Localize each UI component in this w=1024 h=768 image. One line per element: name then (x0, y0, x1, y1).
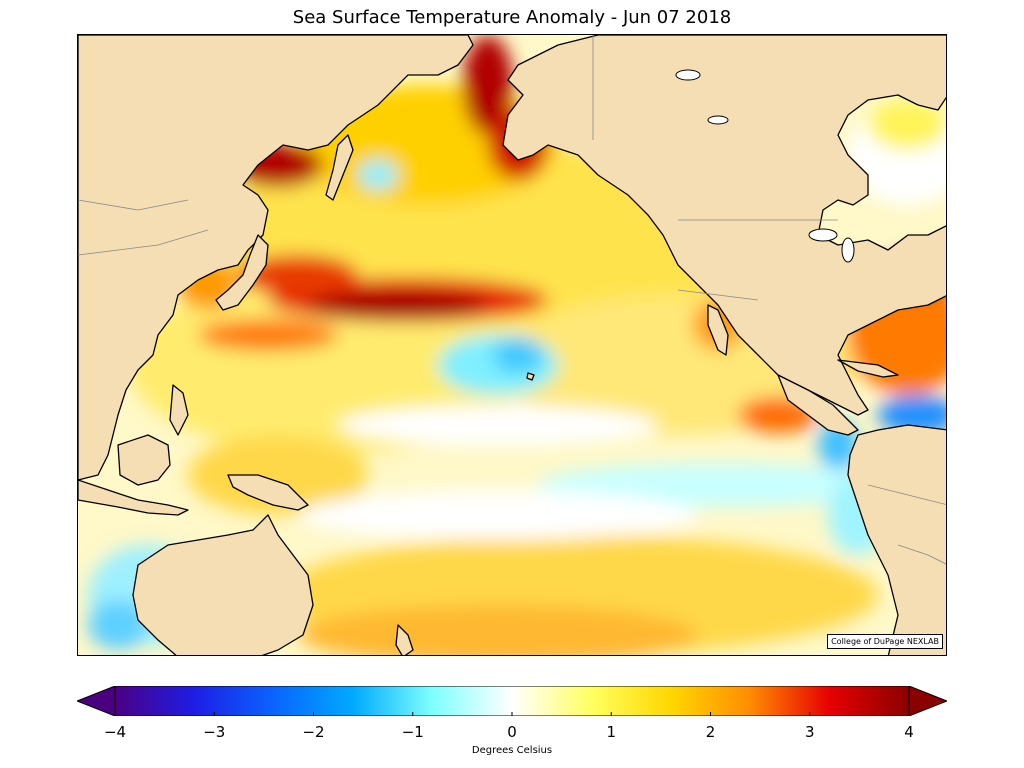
arctic-islands (675, 69, 729, 125)
colorbar-tick-label: 1 (606, 723, 617, 741)
colorbar-tick-label: 4 (904, 723, 914, 741)
new-guinea-island (227, 474, 309, 511)
colorbar-tick-label: −4 (103, 723, 127, 741)
indonesia-islands (78, 479, 189, 516)
cuba-island (837, 359, 899, 378)
great-lakes (808, 228, 855, 263)
political-borders (78, 35, 946, 565)
japan-island (215, 234, 269, 311)
north-america-landmass (502, 35, 946, 416)
colorbar-tick-label: −3 (203, 723, 226, 741)
colorbar-tick-label: 2 (705, 723, 716, 741)
colorbar-min-arrow (77, 686, 116, 716)
colorbar-tick-label: 3 (804, 723, 815, 741)
australia-landmass (132, 514, 314, 655)
south-america-landmass (847, 424, 946, 655)
colorbar-tick-label: −2 (302, 723, 325, 741)
new-zealand-island (395, 624, 414, 655)
colorbar-tick-label: 0 (507, 723, 517, 741)
colorbar-label: Degrees Celsius (471, 745, 553, 756)
map-canvas (78, 35, 946, 655)
central-america (777, 374, 859, 436)
colorbar-gradient (114, 686, 910, 716)
credit-label: College of DuPage NEXLAB (827, 634, 943, 649)
colorbar (77, 686, 947, 716)
baja-peninsula (707, 304, 729, 356)
sakhalin-island (325, 134, 354, 201)
colorbar-max-arrow (908, 686, 947, 716)
land-masses (78, 35, 946, 655)
sst-anomaly-map: College of DuPage NEXLAB (77, 34, 947, 656)
colorbar-ticks (114, 712, 910, 716)
hawaii-island (526, 372, 535, 381)
map-title: Sea Surface Temperature Anomaly - Jun 07… (292, 7, 732, 28)
borneo-island (117, 434, 171, 486)
colorbar-tick-label: −1 (401, 723, 424, 741)
philippines-islands (169, 384, 189, 436)
